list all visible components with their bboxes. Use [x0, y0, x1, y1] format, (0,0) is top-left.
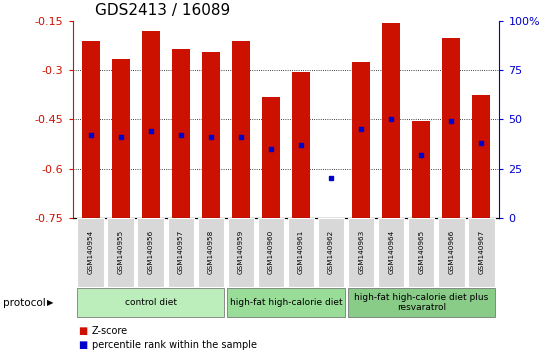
- Text: Z-score: Z-score: [92, 326, 128, 336]
- Text: ■: ■: [78, 326, 88, 336]
- Bar: [473, 95, 490, 218]
- Text: GSM140955: GSM140955: [118, 230, 124, 274]
- FancyBboxPatch shape: [198, 218, 224, 287]
- Text: protocol: protocol: [3, 298, 49, 308]
- Text: GSM140962: GSM140962: [328, 230, 334, 274]
- FancyBboxPatch shape: [137, 218, 164, 287]
- Bar: [232, 41, 250, 218]
- Text: GSM140963: GSM140963: [358, 230, 364, 274]
- FancyBboxPatch shape: [107, 218, 134, 287]
- Text: GSM140964: GSM140964: [388, 230, 394, 274]
- FancyBboxPatch shape: [78, 218, 104, 287]
- Text: high-fat high-calorie diet: high-fat high-calorie diet: [230, 298, 342, 307]
- Text: GSM140954: GSM140954: [88, 230, 94, 274]
- Text: GSM140959: GSM140959: [238, 230, 244, 274]
- FancyBboxPatch shape: [468, 218, 494, 287]
- Bar: [112, 59, 129, 218]
- Text: ▶: ▶: [47, 298, 54, 307]
- Bar: [202, 52, 220, 218]
- FancyBboxPatch shape: [438, 218, 465, 287]
- Text: GSM140958: GSM140958: [208, 230, 214, 274]
- Text: GSM140965: GSM140965: [418, 230, 424, 274]
- Bar: [81, 41, 99, 218]
- Text: GSM140967: GSM140967: [478, 230, 484, 274]
- FancyBboxPatch shape: [318, 218, 344, 287]
- FancyBboxPatch shape: [258, 218, 284, 287]
- Bar: [292, 72, 310, 218]
- FancyBboxPatch shape: [228, 218, 254, 287]
- Text: GDS2413 / 16089: GDS2413 / 16089: [95, 3, 230, 18]
- Bar: [322, 218, 340, 223]
- Text: GSM140956: GSM140956: [148, 230, 153, 274]
- Bar: [382, 23, 400, 218]
- FancyBboxPatch shape: [167, 218, 194, 287]
- Text: GSM140966: GSM140966: [448, 230, 454, 274]
- Text: percentile rank within the sample: percentile rank within the sample: [92, 340, 257, 350]
- Bar: [412, 121, 430, 218]
- FancyBboxPatch shape: [408, 218, 435, 287]
- Text: control diet: control diet: [124, 298, 177, 307]
- Bar: [262, 97, 280, 218]
- Text: GSM140961: GSM140961: [298, 230, 304, 274]
- FancyBboxPatch shape: [348, 288, 495, 317]
- Text: GSM140957: GSM140957: [178, 230, 184, 274]
- FancyBboxPatch shape: [227, 288, 345, 317]
- Bar: [172, 49, 190, 218]
- Bar: [142, 31, 160, 218]
- FancyBboxPatch shape: [378, 218, 405, 287]
- FancyBboxPatch shape: [288, 218, 314, 287]
- Text: GSM140960: GSM140960: [268, 230, 274, 274]
- Text: high-fat high-calorie diet plus
resvaratrol: high-fat high-calorie diet plus resvarat…: [354, 293, 488, 312]
- Bar: [352, 62, 370, 218]
- Bar: [442, 38, 460, 218]
- FancyBboxPatch shape: [77, 288, 224, 317]
- FancyBboxPatch shape: [348, 218, 374, 287]
- Text: ■: ■: [78, 340, 88, 350]
